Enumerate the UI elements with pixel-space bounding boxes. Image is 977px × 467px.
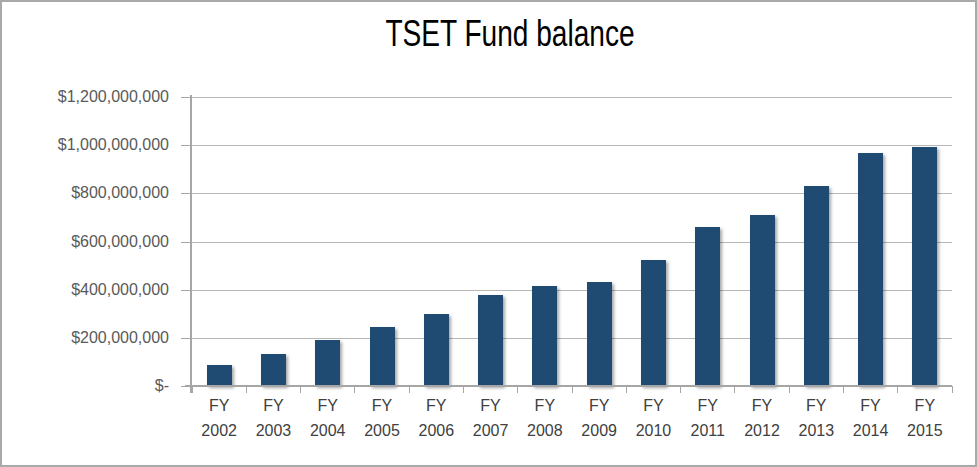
x-axis-label-line: 2004 xyxy=(301,418,355,443)
x-axis-label-line: FY xyxy=(681,393,735,418)
x-axis-label-line: FY xyxy=(246,393,300,418)
x-axis-label-line: FY xyxy=(409,393,463,418)
x-axis-tick-label: FY2010 xyxy=(626,393,680,443)
y-axis-tick-label: $600,000,000 xyxy=(2,231,169,253)
x-axis-tick-label: FY2004 xyxy=(301,393,355,443)
x-axis-label-line: 2006 xyxy=(409,418,463,443)
chart-frame: TSET Fund balance $1,200,000,000 $1,000,0… xyxy=(0,0,977,467)
bar-fy-2014 xyxy=(858,153,883,386)
x-axis-label-line: FY xyxy=(572,393,626,418)
x-axis-label-line: 2014 xyxy=(843,418,897,443)
x-axis-label-line: 2015 xyxy=(898,418,952,443)
y-axis-tick-label: $- xyxy=(2,375,169,397)
x-axis-label-line: FY xyxy=(898,393,952,418)
y-axis-tick-label: $1,000,000,000 xyxy=(2,134,169,156)
x-axis-tick-label: FY2003 xyxy=(246,393,300,443)
x-axis-tick xyxy=(354,386,355,393)
chart-title: TSET Fund balance xyxy=(385,14,634,54)
bar-fy-2006 xyxy=(424,314,449,386)
x-axis-tick-label: FY2005 xyxy=(355,393,409,443)
gridline xyxy=(192,338,952,339)
bar-fy-2002 xyxy=(207,365,232,386)
gridline xyxy=(192,242,952,243)
x-axis-label-line: 2007 xyxy=(463,418,517,443)
x-axis-tick xyxy=(300,386,301,393)
x-axis-label-line: FY xyxy=(789,393,843,418)
x-axis-tick-label: FY2007 xyxy=(463,393,517,443)
x-axis-tick-label: FY2008 xyxy=(518,393,572,443)
x-axis-tick xyxy=(192,386,193,393)
x-axis-tick-label: FY2014 xyxy=(843,393,897,443)
x-axis-tick xyxy=(626,386,627,393)
x-axis-tick xyxy=(246,386,247,393)
x-axis-tick xyxy=(517,386,518,393)
x-axis-label-line: 2005 xyxy=(355,418,409,443)
x-axis-tick xyxy=(952,386,953,393)
plot-area xyxy=(192,97,952,386)
x-axis-label-line: 2002 xyxy=(192,418,246,443)
bar-fy-2007 xyxy=(478,295,503,386)
x-axis-label-line: FY xyxy=(192,393,246,418)
bar-fy-2012 xyxy=(750,215,775,386)
x-axis-tick xyxy=(843,386,844,393)
bar-fy-2009 xyxy=(587,282,612,386)
x-axis-tick-label: FY2002 xyxy=(192,393,246,443)
x-axis-label-line: 2008 xyxy=(518,418,572,443)
bar-fy-2010 xyxy=(641,260,666,386)
bar-fy-2003 xyxy=(261,354,286,386)
x-axis-label-line: 2010 xyxy=(626,418,680,443)
y-axis-tick-label: $200,000,000 xyxy=(2,327,169,349)
bar-fy-2005 xyxy=(370,327,395,386)
gridline xyxy=(192,193,952,194)
bar-fy-2013 xyxy=(804,186,829,386)
x-axis-label-line: 2011 xyxy=(681,418,735,443)
x-axis-tick-label: FY2012 xyxy=(735,393,789,443)
x-axis-label-line: 2013 xyxy=(789,418,843,443)
x-axis-label-line: FY xyxy=(518,393,572,418)
x-axis-label-line: FY xyxy=(463,393,517,418)
x-axis-tick-label: FY2006 xyxy=(409,393,463,443)
x-axis-tick xyxy=(409,386,410,393)
x-axis-label-line: FY xyxy=(355,393,409,418)
x-axis-tick xyxy=(680,386,681,393)
x-axis-tick xyxy=(897,386,898,393)
gridline xyxy=(192,145,952,146)
y-axis-tick-label: $800,000,000 xyxy=(2,182,169,204)
x-axis-label-line: FY xyxy=(735,393,789,418)
x-axis-tick xyxy=(572,386,573,393)
y-axis-tick-label: $1,200,000,000 xyxy=(2,86,169,108)
x-axis-tick-label: FY2015 xyxy=(898,393,952,443)
x-axis-label-line: FY xyxy=(843,393,897,418)
gridline xyxy=(192,97,952,98)
x-axis-label-line: FY xyxy=(626,393,680,418)
gridline xyxy=(192,290,952,291)
x-axis-tick-label: FY2011 xyxy=(681,393,735,443)
x-axis-tick xyxy=(463,386,464,393)
bar-fy-2008 xyxy=(532,286,557,386)
x-axis-tick-label: FY2009 xyxy=(572,393,626,443)
x-axis-tick xyxy=(789,386,790,393)
x-axis-label-line: 2012 xyxy=(735,418,789,443)
x-axis-tick xyxy=(734,386,735,393)
x-axis-tick-label: FY2013 xyxy=(789,393,843,443)
x-axis-label-line: FY xyxy=(301,393,355,418)
x-axis-label-line: 2009 xyxy=(572,418,626,443)
y-axis-tick-label: $400,000,000 xyxy=(2,279,169,301)
bar-fy-2011 xyxy=(695,227,720,386)
bar-fy-2015 xyxy=(912,147,937,386)
x-axis-label-line: 2003 xyxy=(246,418,300,443)
bar-fy-2004 xyxy=(315,340,340,386)
